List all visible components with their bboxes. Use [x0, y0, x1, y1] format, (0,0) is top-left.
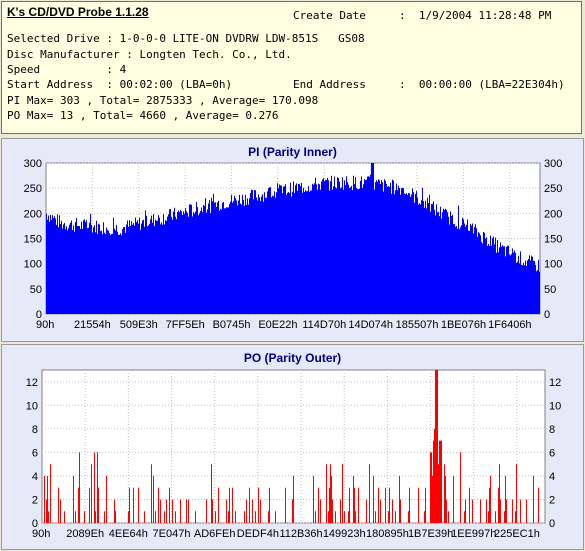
pi-ytick-right: 200 [544, 208, 562, 220]
po-chart: 0 0 2 2 4 4 6 6 8 8 10 10 12 12 90h 2089Eh 4EE64h 7E047h A… [26, 369, 561, 540]
pi-xtick: 185507h [396, 319, 439, 331]
pi-bars [46, 163, 540, 314]
speed: Speed : 4 [7, 63, 127, 76]
pi-ytick-right: 150 [544, 234, 562, 246]
pi-xtick: 90h [36, 319, 54, 331]
pi-ytick-left: 150 [24, 234, 42, 246]
po-chart-title: PO (Parity Outer) [243, 351, 342, 365]
po-ytick-right: 4 [549, 471, 555, 483]
po-ytick-left: 12 [26, 377, 38, 389]
pi-ytick-right: 50 [544, 284, 556, 296]
pi-stats: PI Max= 303 , Total= 2875333 , Average= … [7, 94, 319, 107]
pi-chart: 0 0 50 50 100 100 150 150 200 200 250 250 300 300 90h 2… [24, 158, 563, 331]
po-xtick: 4EE64h [109, 528, 148, 540]
po-xtick: 112B36h [279, 528, 322, 540]
po-ytick-left: 8 [32, 424, 38, 436]
pi-xtick: 114D70h [302, 319, 346, 331]
po-xtick: AD6FEh [194, 528, 236, 540]
po-chart-panel: PO (Parity Outer) 0 0 2 2 4 4 6 6 8 8 10 10 12 12 90h 2… [1, 344, 584, 550]
app-title: K's CD/DVD Probe 1.1.28 [7, 5, 149, 19]
pi-ytick-left: 100 [24, 259, 42, 271]
po-ytick-right: 10 [549, 400, 561, 412]
po-ytick-left: 6 [32, 447, 38, 459]
po-xtick: 1B7E39h [408, 528, 453, 540]
po-xtick: 1EE997h [451, 528, 496, 540]
po-ytick-right: 8 [549, 424, 555, 436]
po-xtick: 7E047h [153, 528, 191, 540]
po-ytick-right: 2 [549, 494, 555, 506]
po-ytick-right: 12 [549, 377, 561, 389]
po-ytick-left: 4 [32, 471, 38, 483]
end-address-label: End Address [293, 78, 366, 91]
pi-xtick: 7FF5Eh [166, 319, 205, 331]
create-date-value: : 1/9/2004 11:28:48 PM [399, 9, 552, 22]
pi-ytick-left: 200 [24, 208, 42, 220]
selected-drive: Selected Drive : 1-0-0-0 LITE-ON DVDRW L… [7, 32, 365, 45]
po-xtick: 180895h [366, 528, 409, 540]
pi-ytick-left: 300 [24, 158, 42, 170]
pi-xtick: E0E22h [258, 319, 297, 331]
pi-xtick: 509E3h [120, 319, 158, 331]
pi-chart-panel: PI (Parity Inner) 0 0 50 50 100 100 150 150 200 2… [1, 138, 584, 342]
info-panel: K's CD/DVD Probe 1.1.28 Create Date : 1/… [1, 1, 582, 134]
pi-ytick-right: 0 [544, 309, 550, 321]
pi-xtick: 1BE076h [441, 319, 486, 331]
po-ytick-left: 0 [32, 518, 38, 530]
pi-ytick-right: 250 [544, 183, 562, 195]
po-bars [44, 370, 539, 523]
po-ytick-right: 0 [549, 518, 555, 530]
pi-xtick: B0745h [213, 319, 251, 331]
po-ytick-right: 6 [549, 447, 555, 459]
po-xtick: 225EC1h [494, 528, 540, 540]
po-xtick: 2089Eh [66, 528, 104, 540]
po-xtick: 149923h [323, 528, 366, 540]
pi-ytick-left: 0 [36, 309, 42, 321]
pi-ytick-right: 100 [544, 259, 562, 271]
start-address: Start Address : 00:02:00 (LBA=0h) [7, 78, 233, 91]
pi-ytick-right: 300 [544, 158, 562, 170]
create-date-label: Create Date [293, 9, 366, 22]
po-ytick-left: 10 [26, 400, 38, 412]
po-ytick-left: 2 [32, 494, 38, 506]
end-address-value: : 00:00:00 (LBA=22E304h) [399, 78, 565, 91]
disc-manufacturer: Disc Manufacturer : Longten Tech. Co., L… [7, 48, 292, 61]
pi-xtick: 1F6406h [488, 319, 531, 331]
pi-chart-title: PI (Parity Inner) [248, 145, 337, 159]
po-xtick: 90h [32, 528, 50, 540]
pi-xtick: 21554h [74, 319, 111, 331]
pi-xtick: 14D074h [348, 319, 393, 331]
po-stats: PO Max= 13 , Total= 4660 , Average= 0.27… [7, 109, 279, 122]
po-xtick: DEDF4h [237, 528, 279, 540]
pi-ytick-left: 50 [30, 284, 42, 296]
pi-ytick-left: 250 [24, 183, 42, 195]
